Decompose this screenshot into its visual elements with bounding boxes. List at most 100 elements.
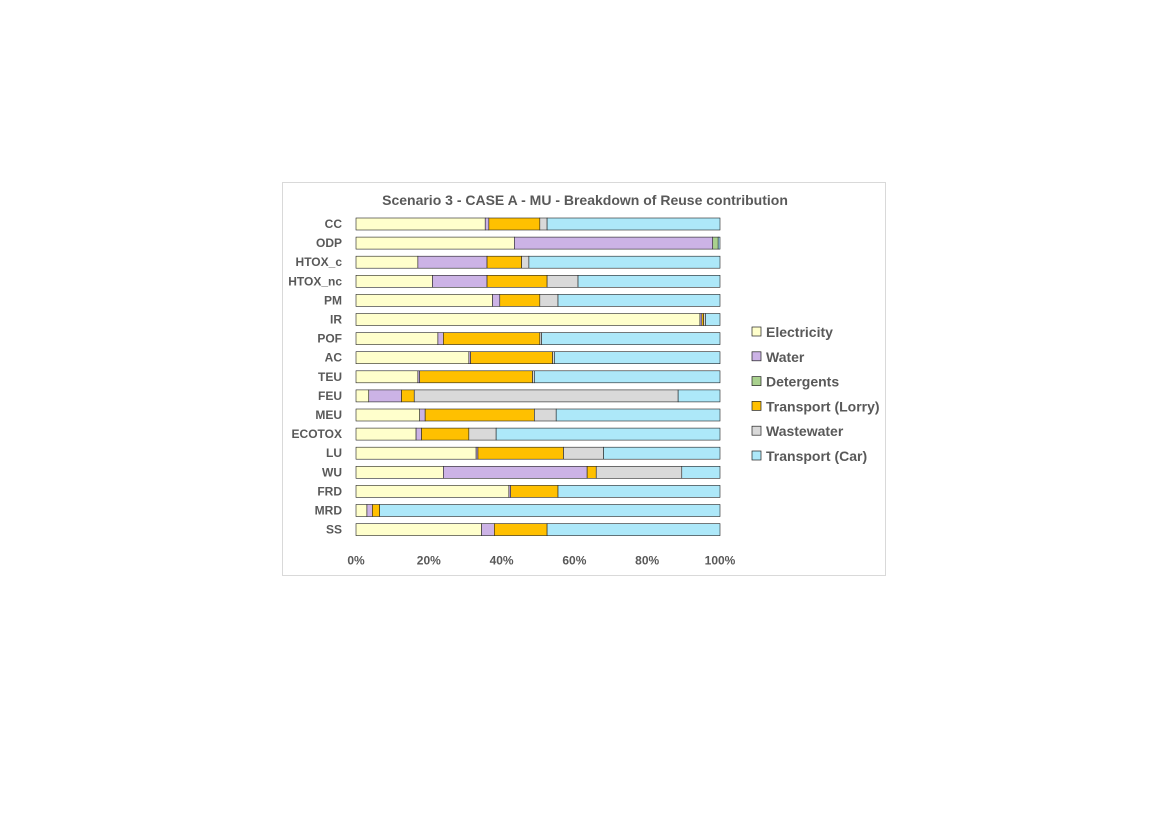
category-label: ODP: [316, 236, 342, 250]
bar-segment: [421, 427, 470, 441]
x-tick-label: 60%: [562, 554, 586, 568]
bar-row-odp: [355, 236, 721, 250]
bar-segment: [563, 446, 604, 460]
bar-segment: [541, 332, 721, 345]
bar-segment: [603, 446, 721, 460]
bar-segment: [415, 427, 422, 441]
bar-row-teu: [355, 370, 721, 384]
bar-segment: [486, 255, 522, 269]
bar-segment: [413, 389, 679, 403]
bar-segment: [355, 370, 419, 384]
bar-row-htox-nc: [355, 275, 721, 288]
bar-row-ss: [355, 523, 721, 536]
legend-swatch: [751, 450, 762, 461]
bar-segment: [681, 465, 721, 479]
legend-swatch: [751, 376, 762, 386]
category-label: MEU: [315, 408, 342, 422]
category-label: FEU: [318, 389, 342, 403]
legend-label: Electricity: [766, 324, 833, 340]
bar-segment: [355, 465, 444, 479]
bar-segment: [557, 294, 721, 307]
bar-segment: [379, 504, 721, 517]
legend-label: Water: [766, 349, 805, 365]
bar-segment: [368, 389, 402, 403]
bar-segment: [677, 389, 721, 403]
bar-segment: [355, 504, 368, 517]
bar-segment: [355, 236, 515, 250]
bar-segment: [355, 523, 482, 536]
bar-row-pm: [355, 294, 721, 307]
bar-row-pof: [355, 332, 721, 345]
legend-label: Detergents: [766, 374, 839, 390]
bar-row-mrd: [355, 504, 721, 517]
chart-svg: Scenario 3 - CASE A - MU - Breakdown of …: [288, 192, 880, 568]
bar-segment: [355, 294, 493, 307]
legend: Electricity Water Detergents Transport (Lor…: [751, 324, 880, 464]
bar-segment: [401, 389, 415, 403]
bar-segment: [443, 465, 588, 479]
category-label: AC: [325, 351, 343, 365]
category-label: FRD: [317, 484, 342, 498]
bar-segment: [577, 275, 721, 288]
category-label: LU: [326, 446, 342, 460]
bar-segment: [494, 523, 548, 536]
category-label: ECOTOX: [292, 427, 342, 441]
bar-segment: [510, 485, 559, 498]
bar-segment: [499, 294, 541, 307]
x-tick-label: 40%: [490, 554, 514, 568]
bar-row-meu: [355, 408, 721, 422]
category-label: POF: [317, 332, 342, 346]
bar-segment: [557, 485, 721, 498]
bar-segment: [419, 370, 533, 384]
bar-segment: [366, 504, 373, 517]
legend-label: Transport (Lorry): [766, 398, 880, 414]
bar-segment: [355, 485, 510, 498]
category-label: TEU: [318, 370, 342, 384]
bar-row-cc: [355, 217, 721, 231]
bar-segment: [546, 217, 721, 231]
bar-segment: [521, 255, 530, 269]
x-tick-label: 0%: [347, 554, 365, 568]
bar-segment: [492, 294, 501, 307]
bar-segment: [586, 465, 597, 479]
category-label: WU: [322, 465, 342, 479]
bar-segment: [534, 408, 557, 422]
bar-segment: [437, 332, 444, 345]
bar-segment: [355, 217, 486, 231]
bar-segment: [554, 351, 721, 364]
bar-row-frd: [355, 485, 721, 498]
bar-area: [355, 217, 721, 536]
bar-segment: [470, 351, 553, 364]
x-axis-ticks: 0% 20% 40% 60% 80% 100%: [347, 554, 735, 568]
bar-segment: [477, 446, 564, 460]
bar-segment: [424, 408, 535, 422]
bar-segment: [717, 236, 721, 250]
bar-row-wu: [355, 465, 721, 479]
bar-segment: [595, 465, 683, 479]
bar-segment: [705, 313, 721, 326]
bar-segment: [495, 427, 721, 441]
bar-row-htox-c: [355, 255, 721, 269]
bar-segment: [355, 351, 470, 364]
bar-segment: [486, 275, 548, 288]
category-label: PM: [324, 293, 342, 307]
chart-frame: Scenario 3 - CASE A - MU - Breakdown of …: [282, 182, 886, 576]
bar-segment: [372, 504, 380, 517]
category-label: CC: [325, 217, 343, 231]
bar-segment: [546, 523, 721, 536]
legend-label: Transport (Car): [766, 448, 867, 464]
legend-swatch: [751, 351, 762, 362]
bar-segment: [355, 332, 439, 345]
legend-label: Wastewater: [766, 423, 844, 439]
bar-segment: [539, 217, 548, 231]
bar-segment: [555, 408, 721, 422]
category-label: HTOX_c: [296, 255, 343, 269]
bar-segment: [355, 313, 701, 326]
bar-segment: [528, 255, 721, 269]
bar-segment: [539, 294, 559, 307]
legend-swatch: [751, 326, 762, 337]
category-labels: CC ODP HTOX_c HTOX_nc PM IR POF AC TEU FEU MEU ECOT…: [288, 217, 342, 537]
bar-segment: [355, 427, 417, 441]
bar-segment: [355, 408, 421, 422]
bar-segment: [417, 255, 488, 269]
